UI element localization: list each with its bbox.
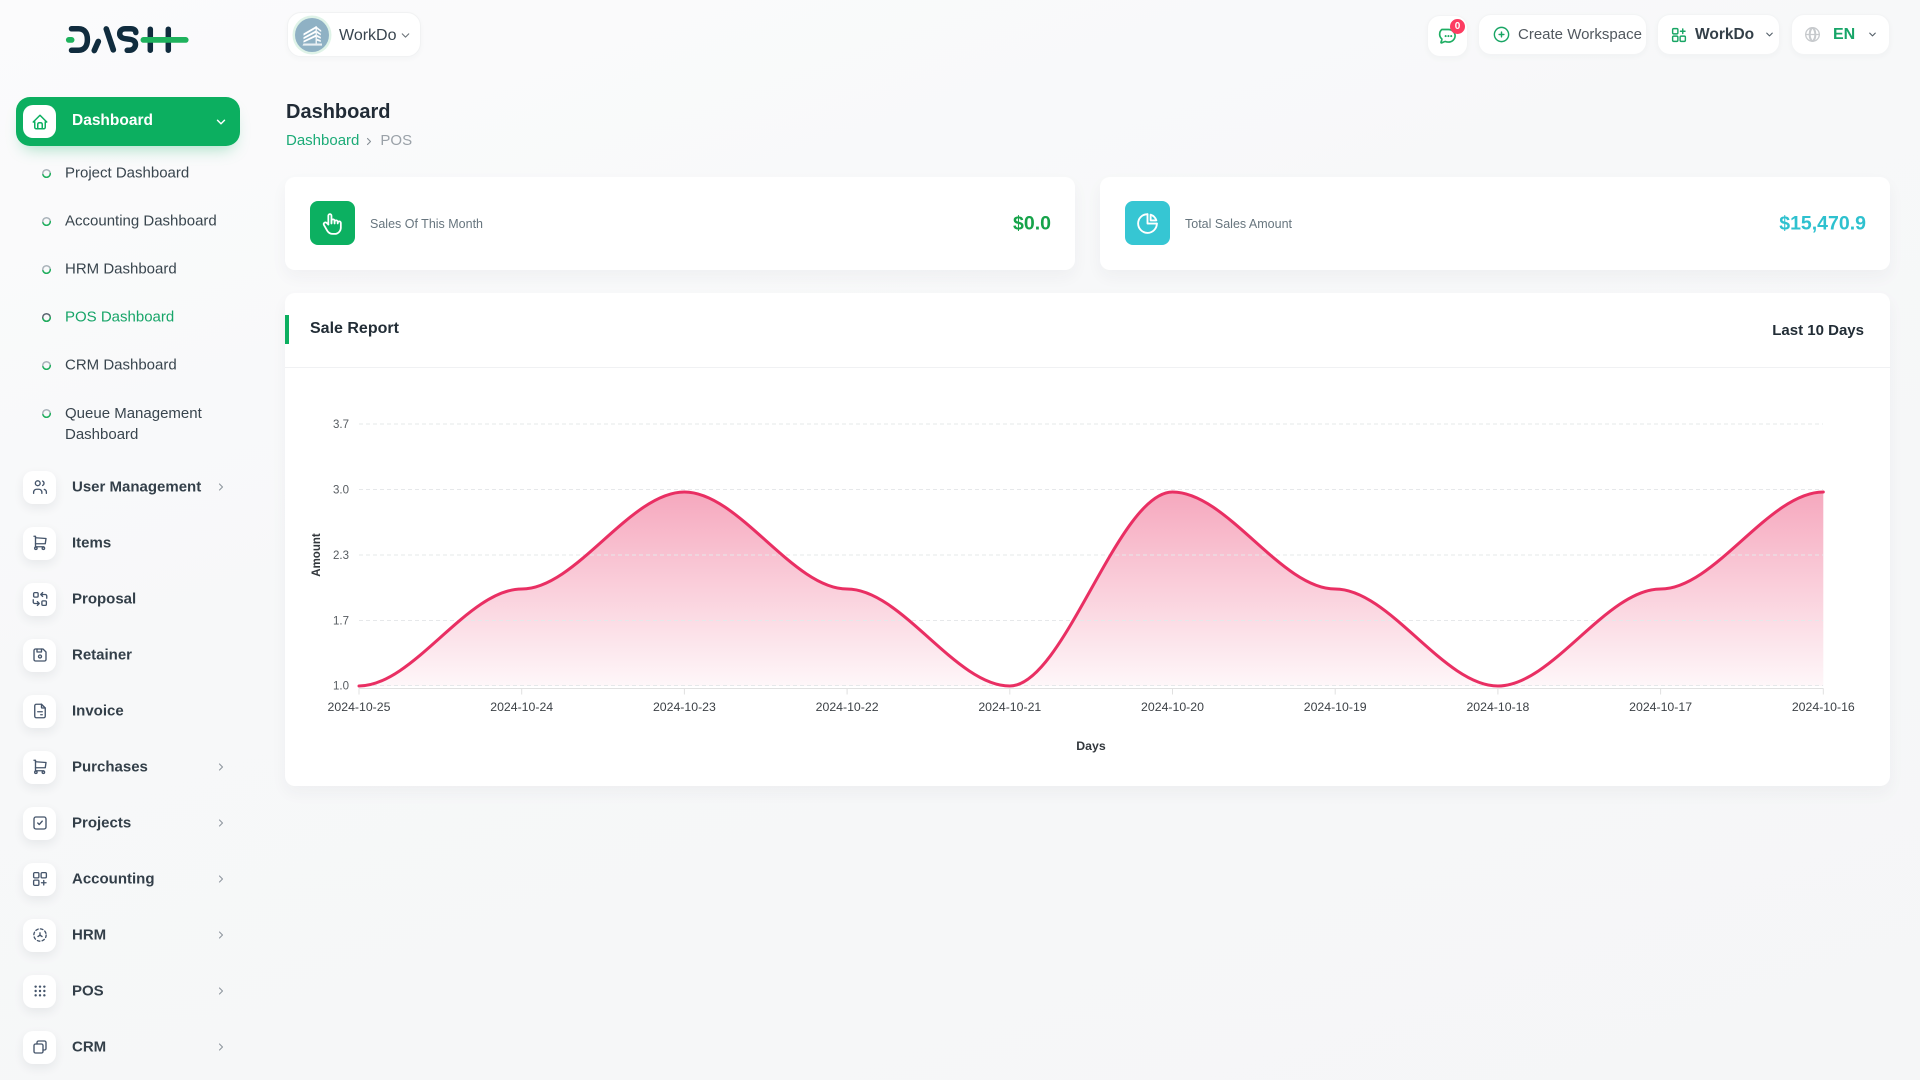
- svg-text:3.0: 3.0: [333, 485, 349, 497]
- svg-text:1.7: 1.7: [333, 616, 349, 628]
- svg-text:3.7: 3.7: [333, 419, 349, 431]
- svg-text:2024-10-17: 2024-10-17: [1629, 700, 1692, 714]
- svg-text:2024-10-24: 2024-10-24: [490, 700, 553, 714]
- svg-text:2024-10-22: 2024-10-22: [816, 700, 879, 714]
- svg-text:1.0: 1.0: [333, 681, 349, 693]
- svg-text:2024-10-21: 2024-10-21: [978, 700, 1041, 714]
- svg-text:2024-10-19: 2024-10-19: [1304, 700, 1367, 714]
- svg-text:2024-10-23: 2024-10-23: [653, 700, 716, 714]
- svg-text:2.3: 2.3: [333, 550, 349, 562]
- svg-text:Amount: Amount: [311, 533, 323, 577]
- svg-text:2024-10-20: 2024-10-20: [1141, 700, 1204, 714]
- svg-text:2024-10-16: 2024-10-16: [1792, 700, 1855, 714]
- svg-text:2024-10-18: 2024-10-18: [1466, 700, 1529, 714]
- svg-text:2024-10-25: 2024-10-25: [328, 700, 391, 714]
- svg-text:Days: Days: [1076, 739, 1106, 753]
